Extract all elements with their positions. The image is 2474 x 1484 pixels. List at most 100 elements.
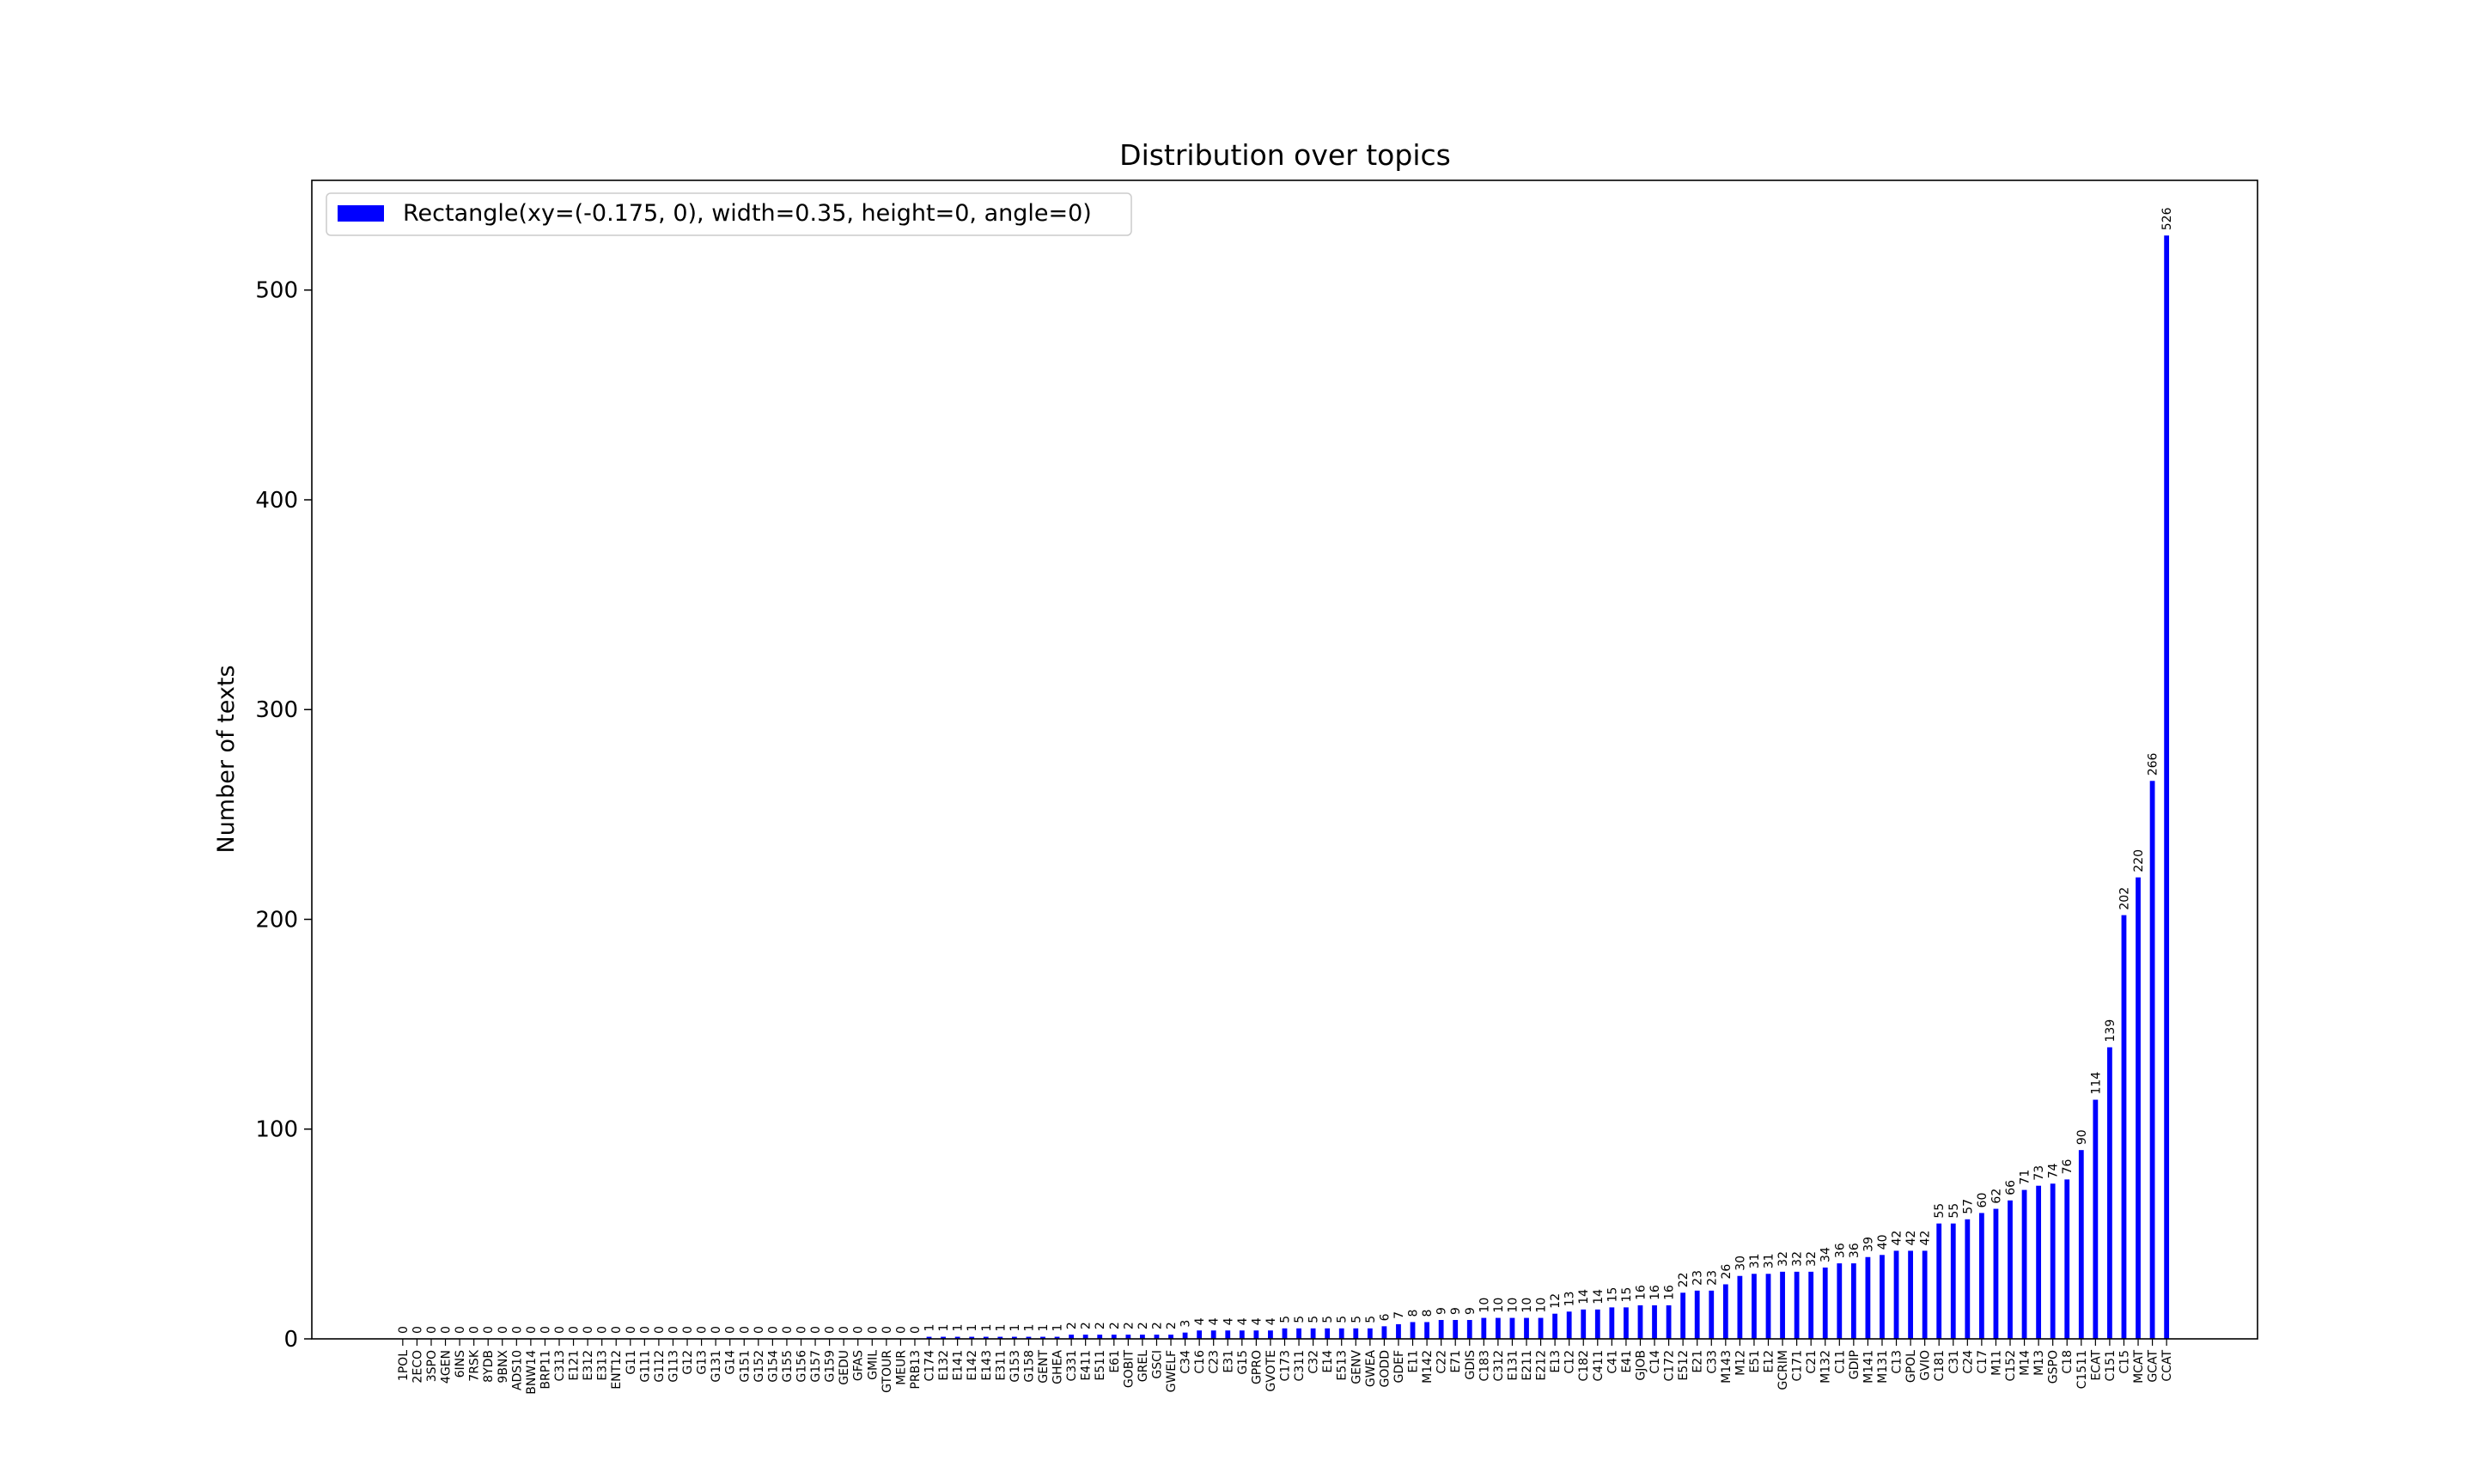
bar (1495, 1317, 1501, 1339)
value-label: 5 (1293, 1316, 1307, 1323)
value-label: 7 (1392, 1311, 1406, 1319)
bar (1210, 1330, 1216, 1339)
value-label: 39 (1862, 1237, 1875, 1252)
x-tick-label: E131 (1506, 1350, 1520, 1381)
value-label: 0 (866, 1326, 880, 1334)
x-tick-label: E212 (1535, 1350, 1549, 1381)
bar (1268, 1330, 1273, 1339)
bar (941, 1336, 946, 1339)
bar (1197, 1330, 1203, 1339)
x-tick-label: CCAT (2160, 1350, 2174, 1382)
x-tick-label: E142 (966, 1350, 979, 1381)
bar (1908, 1250, 1913, 1339)
x-tick-label: C16 (1193, 1350, 1207, 1374)
x-tick-label: GDIP (1848, 1350, 1862, 1379)
bar (2021, 1189, 2027, 1339)
value-label: 0 (610, 1326, 624, 1334)
value-label: 15 (1606, 1287, 1619, 1303)
bar (1752, 1274, 1757, 1339)
bar (1125, 1335, 1131, 1339)
value-label: 0 (724, 1326, 738, 1334)
bar (997, 1336, 1003, 1339)
bar (1850, 1263, 1856, 1339)
value-label: 42 (1919, 1231, 1933, 1246)
value-label: 0 (681, 1326, 695, 1334)
value-label: 0 (894, 1326, 908, 1334)
value-label: 220 (2132, 849, 2146, 873)
legend-box (326, 192, 1132, 236)
x-tick-label: 1POL (397, 1350, 411, 1381)
value-label: 10 (1478, 1298, 1491, 1313)
x-tick-label: GHEA (1051, 1350, 1065, 1384)
bar (1993, 1208, 1999, 1339)
value-label: 4 (1222, 1317, 1235, 1325)
bar (1666, 1305, 1672, 1339)
bar (1040, 1336, 1045, 1339)
bar (2136, 877, 2141, 1339)
value-label: 14 (1592, 1289, 1606, 1305)
value-label: 0 (596, 1326, 610, 1334)
value-label: 0 (852, 1326, 866, 1334)
bar (1410, 1322, 1416, 1339)
x-tick-label: E132 (937, 1350, 951, 1381)
x-tick-label: BNW14 (525, 1350, 539, 1395)
value-label: 0 (425, 1326, 439, 1334)
x-tick-label: GDIS (1464, 1350, 1478, 1380)
value-label: 5 (1336, 1316, 1350, 1323)
x-tick-label: E312 (582, 1350, 595, 1381)
bar (1296, 1328, 1301, 1339)
x-tick-label: GCRIM (1776, 1350, 1790, 1390)
x-tick-label: C152 (2004, 1350, 2018, 1382)
x-tick-label: C41 (1606, 1350, 1619, 1374)
plot-frame (311, 179, 2258, 1340)
y-tick-label: 0 (283, 1327, 298, 1353)
x-tick-label: G155 (781, 1350, 795, 1383)
bar (1509, 1317, 1515, 1339)
value-label: 36 (1848, 1243, 1862, 1258)
x-tick-label: GVOTE (1264, 1350, 1278, 1392)
value-label: 0 (781, 1326, 795, 1334)
y-tick-label: 400 (255, 488, 298, 514)
x-tick-label: C13 (1891, 1350, 1904, 1374)
x-tick-label: C17 (1976, 1350, 1990, 1374)
x-tick-label: GFAS (852, 1350, 866, 1381)
value-label: 31 (1763, 1253, 1776, 1268)
bar (1624, 1307, 1629, 1339)
value-label: 15 (1620, 1287, 1634, 1303)
x-tick-label: G157 (809, 1350, 823, 1383)
bar (1637, 1305, 1643, 1339)
value-label: 2 (1065, 1322, 1079, 1329)
x-tick-label: GCAT (2147, 1350, 2160, 1383)
x-tick-label: 4GEN (440, 1350, 454, 1384)
value-label: 0 (766, 1326, 780, 1334)
x-tick-label: M11 (1990, 1350, 2003, 1376)
bar (1239, 1330, 1245, 1339)
value-label: 36 (1833, 1243, 1847, 1258)
value-label: 0 (753, 1326, 766, 1334)
x-tick-label: C18 (2061, 1350, 2075, 1374)
value-label: 6 (1378, 1313, 1392, 1321)
x-tick-label: MEUR (894, 1350, 908, 1385)
bar (1538, 1317, 1544, 1339)
value-label: 114 (2089, 1072, 2103, 1095)
value-label: 1 (952, 1324, 966, 1332)
bar (1438, 1320, 1444, 1339)
x-tick-label: ADS10 (510, 1350, 524, 1390)
x-tick-label: C411 (1592, 1350, 1606, 1382)
value-label: 0 (497, 1326, 510, 1334)
x-tick-label: 7RSK (468, 1349, 482, 1382)
value-label: 62 (1990, 1189, 2003, 1204)
value-label: 23 (1691, 1270, 1705, 1286)
x-tick-label: M14 (2019, 1350, 2032, 1376)
bar (1082, 1335, 1088, 1339)
x-tick-label: PRB13 (909, 1350, 923, 1390)
x-tick-label: E311 (994, 1350, 1008, 1381)
value-label: 12 (1549, 1293, 1563, 1309)
x-tick-label: C34 (1179, 1350, 1193, 1374)
x-tick-label: C31 (1947, 1350, 1961, 1374)
bar (1694, 1290, 1700, 1339)
x-tick-label: E141 (952, 1350, 966, 1381)
x-tick-label: E14 (1321, 1350, 1335, 1373)
bar (1253, 1330, 1259, 1339)
value-label: 526 (2160, 207, 2174, 230)
